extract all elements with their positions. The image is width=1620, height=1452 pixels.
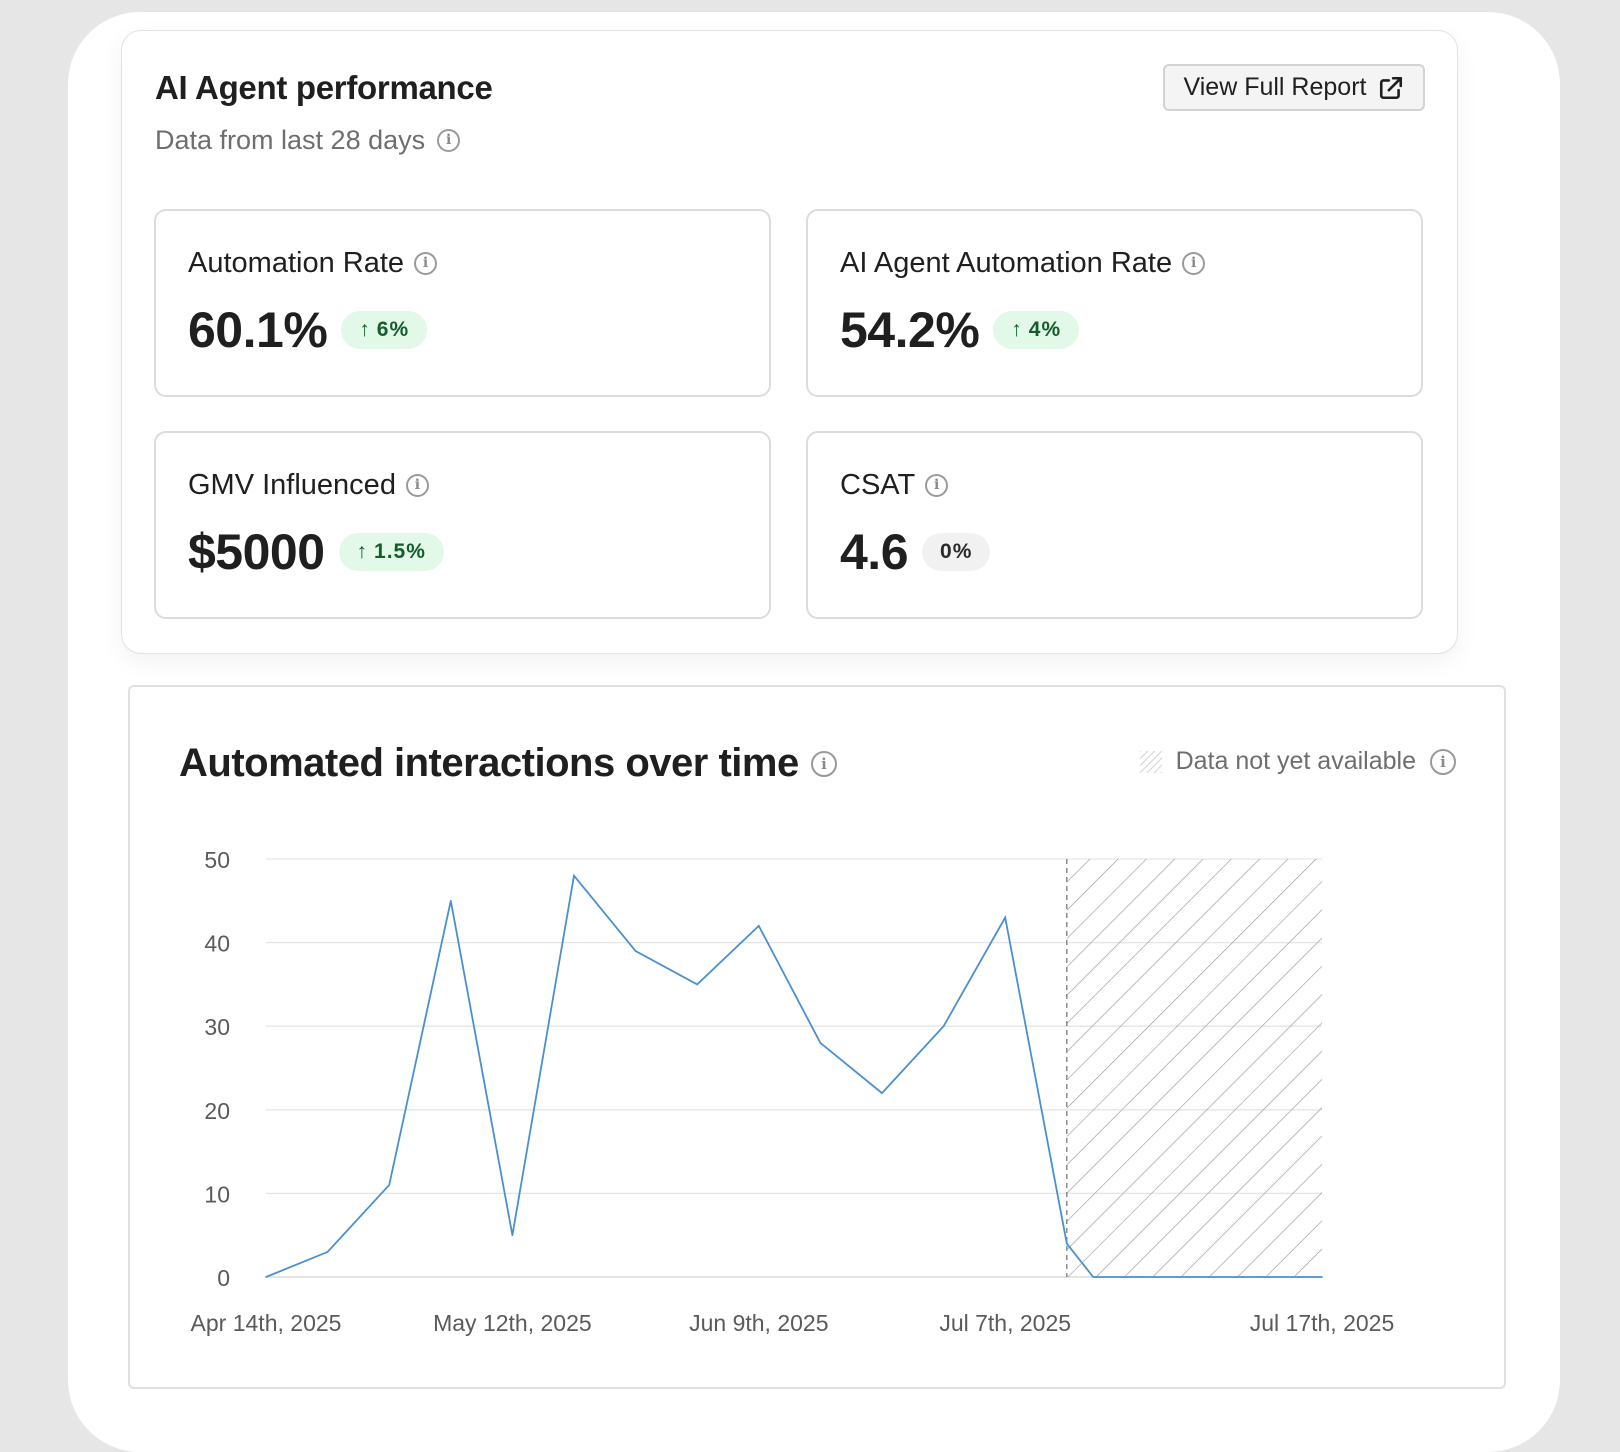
data-point [1321, 1276, 1323, 1278]
metric-card-ai-agent-automation-rate: AI Agent Automation Rate i 54.2% ↑ 4% [806, 209, 1423, 397]
data-point [1092, 1276, 1094, 1278]
hatch-swatch-icon [1139, 750, 1162, 773]
metric-value: 4.6 [840, 524, 909, 580]
performance-subtitle: Data from last 28 days i [155, 125, 461, 156]
info-icon[interactable]: i [1182, 252, 1206, 275]
y-tick-label: 10 [204, 1181, 230, 1207]
data-point [1004, 916, 1006, 919]
legend-unavailable-label: Data not yet available [1175, 747, 1416, 775]
metric-card-csat: CSAT i 4.6 0% [806, 431, 1423, 619]
trend-badge: ↑ 6% [341, 311, 428, 349]
data-point [942, 1025, 945, 1027]
data-point [819, 1042, 822, 1044]
metric-value: 60.1% [188, 302, 328, 358]
view-full-report-label: View Full Report [1183, 73, 1367, 101]
metric-label: AI Agent Automation Rate [840, 247, 1173, 279]
data-point [1259, 1276, 1262, 1278]
x-tick-label: Jul 17th, 2025 [1250, 1310, 1395, 1336]
info-icon[interactable]: i [437, 129, 461, 152]
data-point [881, 1092, 883, 1094]
info-icon[interactable]: i [925, 474, 949, 497]
line-chart: 0 10 20 30 40 50 Apr 14th, 2025 May 12th, 2025… [191, 847, 1395, 1336]
metric-label: CSAT [840, 469, 916, 501]
x-tick-labels: Apr 14th, 2025 May 12th, 2025 Jun 9th, 202… [191, 1310, 1395, 1336]
metric-value-row: 4.6 0% [840, 523, 991, 581]
y-tick-label: 0 [217, 1265, 230, 1291]
metric-value-row: $5000 ↑ 1.5% [188, 523, 444, 581]
metric-value-row: 60.1% ↑ 6% [188, 301, 428, 359]
ai-agent-performance-card: AI Agent performance Data from last 28 d… [121, 30, 1458, 654]
y-tick-labels: 0 10 20 30 40 50 [204, 847, 230, 1291]
data-point [388, 1184, 391, 1186]
series-layer [265, 873, 1323, 1278]
trend-change: 1.5% [374, 540, 426, 563]
data-point [326, 1251, 329, 1253]
metric-label-row: Automation Rate i [188, 247, 438, 280]
metric-label-row: GMV Influenced i [188, 469, 429, 502]
automated-interactions-chart-card: Automated interactions over time i Data … [128, 685, 1506, 1389]
trend-badge: ↑ 1.5% [338, 533, 444, 571]
arrow-up-icon: ↑ [356, 540, 369, 563]
data-point [1066, 1242, 1068, 1245]
arrow-up-icon: ↑ [1011, 318, 1023, 341]
info-icon[interactable]: i [810, 750, 837, 777]
metric-card-gmv-influenced: GMV Influenced i $5000 ↑ 1.5% [154, 431, 771, 619]
data-point [696, 983, 698, 986]
trend-badge: ↑ 4% [993, 311, 1080, 349]
trend-change: 0% [940, 540, 973, 563]
info-icon[interactable]: i [414, 252, 438, 275]
data-point [758, 925, 760, 927]
info-icon[interactable]: i [405, 474, 429, 497]
metric-label: GMV Influenced [188, 469, 396, 501]
data-point [450, 900, 452, 902]
y-tick-label: 50 [204, 847, 230, 873]
metric-label-row: AI Agent Automation Rate i [840, 247, 1206, 280]
performance-subtitle-text: Data from last 28 days [155, 125, 426, 155]
metric-value: 54.2% [840, 302, 980, 358]
x-tick-label: Jun 9th, 2025 [689, 1310, 828, 1336]
data-point [265, 1276, 267, 1278]
metric-value: $5000 [188, 524, 325, 580]
chart-title-text: Automated interactions over time [179, 741, 799, 785]
metric-label: Automation Rate [188, 247, 405, 279]
y-tick-label: 30 [204, 1014, 230, 1040]
unavailable-region-layer [1066, 859, 1322, 1277]
data-point [1198, 1276, 1200, 1278]
chart-title: Automated interactions over time i [179, 741, 837, 786]
unavailable-region [1066, 859, 1322, 1277]
y-tick-label: 20 [204, 1098, 230, 1124]
arrow-up-icon: ↑ [359, 318, 371, 341]
performance-title: AI Agent performance [155, 69, 493, 106]
x-tick-label: Apr 14th, 2025 [191, 1310, 342, 1336]
view-full-report-button[interactable]: View Full Report [1163, 64, 1425, 111]
x-tick-label: May 12th, 2025 [433, 1310, 592, 1336]
external-link-icon [1380, 76, 1403, 99]
y-tick-label: 40 [204, 931, 230, 957]
data-point [634, 950, 637, 952]
trend-change: 4% [1028, 318, 1062, 341]
info-icon[interactable]: i [1430, 748, 1456, 775]
x-tick-label: Jul 7th, 2025 [939, 1310, 1071, 1336]
trend-badge: 0% [922, 533, 991, 571]
metric-label-row: CSAT i [840, 469, 949, 502]
trend-change: 6% [376, 318, 410, 341]
data-point [511, 1234, 514, 1236]
data-point [1136, 1276, 1138, 1278]
data-point [573, 874, 575, 877]
metric-value-row: 54.2% ↑ 4% [840, 301, 1080, 359]
legend-data-unavailable: Data not yet available i [1139, 747, 1456, 776]
metric-card-automation-rate: Automation Rate i 60.1% ↑ 6% [154, 209, 771, 397]
